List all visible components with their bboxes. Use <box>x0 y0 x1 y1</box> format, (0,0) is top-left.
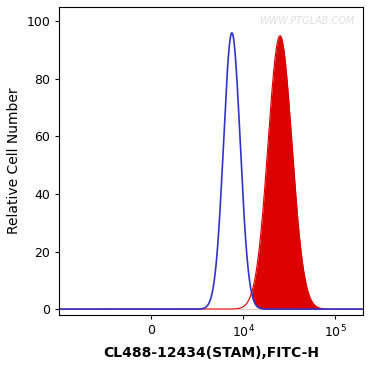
Text: WWW.PTGLAB.COM: WWW.PTGLAB.COM <box>259 16 354 26</box>
Y-axis label: Relative Cell Number: Relative Cell Number <box>7 88 21 234</box>
X-axis label: CL488-12434(STAM),FITC-H: CL488-12434(STAM),FITC-H <box>103 346 319 360</box>
